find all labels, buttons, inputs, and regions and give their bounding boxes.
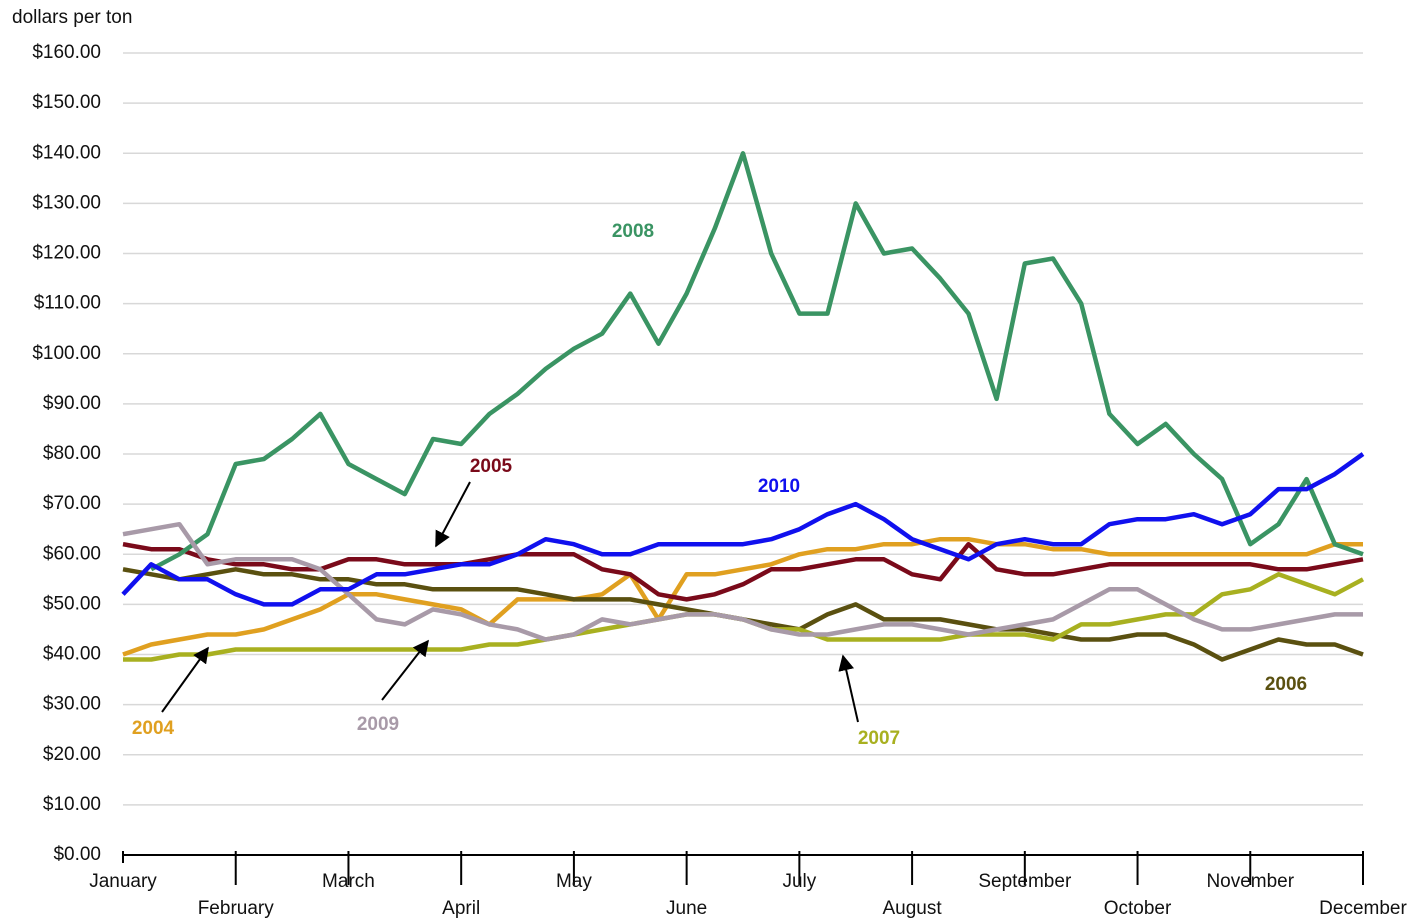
y-tick-label: $160.00 [32, 42, 101, 63]
y-tick-label: $100.00 [32, 343, 101, 364]
series-label: 2006 [1265, 674, 1307, 695]
annotation-arrows [161, 481, 859, 723]
x-tick-label: September [978, 871, 1072, 892]
arrow [381, 639, 429, 701]
x-tick-label: May [556, 871, 592, 892]
x-tick-label: January [89, 871, 157, 892]
series-line [122, 521, 1363, 642]
series-label: 2007 [858, 728, 900, 749]
series-line [121, 452, 1365, 607]
x-tick-label: December [1319, 898, 1407, 919]
y-tick-label: $120.00 [32, 243, 101, 264]
y-tick-label: $90.00 [43, 393, 101, 414]
x-tick-label: February [198, 898, 275, 919]
y-tick-label: $20.00 [43, 744, 101, 765]
x-tick-label: March [322, 871, 375, 892]
series-label: 2009 [357, 714, 399, 735]
y-tick-label: $150.00 [32, 92, 101, 113]
arrow [838, 654, 859, 723]
y-tick-label: $30.00 [43, 694, 101, 715]
y-axis-label: dollars per ton [12, 7, 132, 28]
x-tick-label: November [1206, 871, 1294, 892]
x-tick-label: October [1104, 898, 1172, 919]
y-tick-label: $130.00 [32, 192, 101, 213]
x-tick-label: June [666, 898, 707, 919]
y-tick-label: $80.00 [43, 443, 101, 464]
series-line [122, 536, 1363, 657]
x-tick-label: July [782, 871, 816, 892]
y-tick-label: $40.00 [43, 644, 101, 665]
arrow [435, 481, 471, 548]
series-label: 2010 [758, 476, 800, 497]
y-tick-label: $0.00 [53, 844, 101, 865]
x-tick-label: August [883, 898, 943, 919]
series-label: 2004 [132, 718, 175, 739]
y-tick-label: $60.00 [43, 543, 101, 564]
y-tick-label: $110.00 [34, 293, 101, 314]
series-line [123, 572, 1365, 662]
series-line [150, 151, 1364, 572]
arrow [161, 646, 209, 713]
series-label: 2008 [612, 221, 654, 242]
series-label: 2005 [470, 456, 513, 477]
y-tick-label: $50.00 [43, 593, 101, 614]
series-line [122, 541, 1364, 602]
y-tick-label: $140.00 [32, 142, 101, 163]
x-tick-label: April [442, 898, 480, 919]
y-tick-label: $70.00 [43, 493, 101, 514]
y-tick-label: $10.00 [43, 794, 101, 815]
